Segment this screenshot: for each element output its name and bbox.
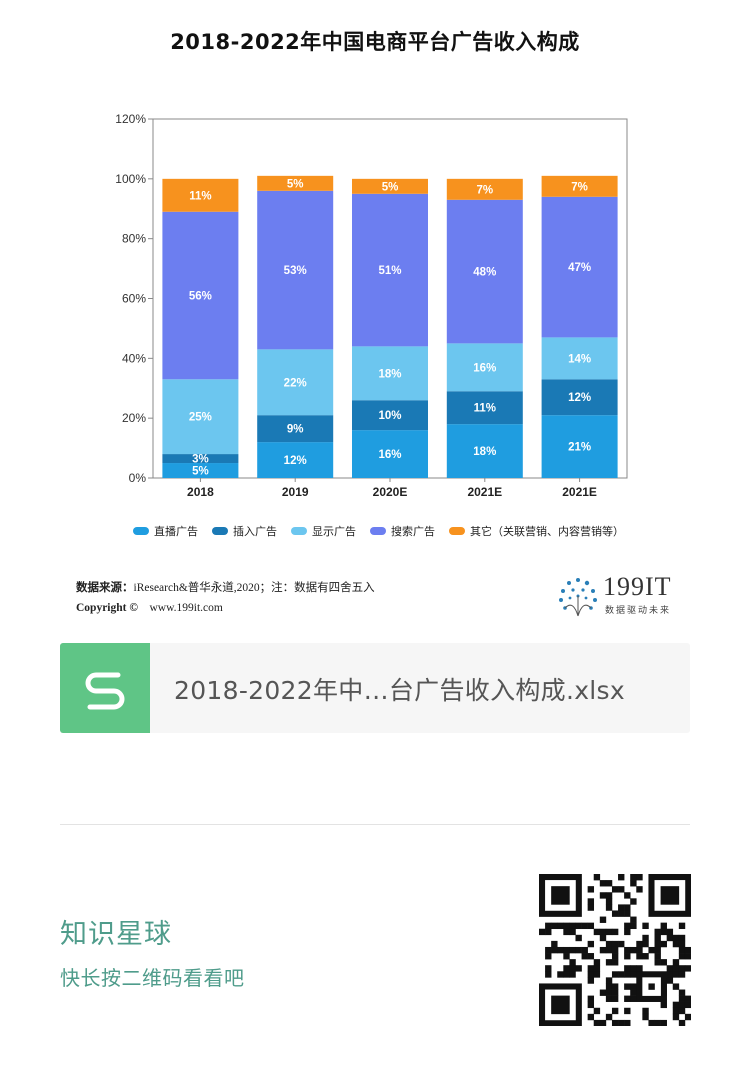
x-tick-label: 2021E [562, 485, 597, 499]
bar-segment [352, 178, 428, 194]
data-label: 5% [192, 466, 209, 478]
legend-label: 搜索广告 [391, 525, 435, 538]
data-label: 12% [568, 392, 591, 404]
source-note: 数据来源：iResearch&普华永道,2020；注：数据有四舍五入 Copyr… [76, 578, 375, 618]
bar-segment [446, 343, 523, 392]
bar-segment [257, 175, 334, 191]
file-attachment-card[interactable]: 2018-2022年中…台广告收入构成.xlsx [60, 643, 690, 733]
source-text: iResearch&普华永道,2020；注：数据有四舍五入 [133, 582, 375, 594]
bar-segment [352, 193, 428, 347]
chart-title: 2018-2022年中国电商平台广告收入构成 [170, 30, 580, 54]
brand-tagline: 数据驱动未来 [605, 606, 672, 616]
data-label: 11% [189, 190, 211, 202]
data-label: 14% [568, 353, 591, 365]
planet-title: 知识星球 [60, 919, 172, 950]
data-label: 5% [382, 181, 399, 193]
legend-item: 插入广告 [212, 523, 277, 539]
data-label: 12% [284, 455, 307, 467]
brand-dots-icon [559, 578, 597, 617]
data-label: 7% [571, 181, 588, 193]
bar-segment [162, 178, 239, 212]
spreadsheet-s-icon [60, 643, 150, 733]
bar-segment [162, 379, 239, 455]
bar-segment [541, 415, 618, 478]
data-label: 10% [378, 410, 401, 422]
qr-code-icon[interactable] [539, 874, 691, 1026]
y-tick-label: 40% [122, 351, 146, 365]
legend-item: 直播广告 [133, 523, 198, 539]
data-label: 3% [192, 454, 209, 466]
legend-item: 其它（关联营销、内容营销等） [449, 523, 624, 539]
data-label: 48% [473, 267, 496, 279]
brand-logo: 199IT 数据驱动未来 [555, 572, 685, 618]
data-label: 7% [476, 184, 493, 196]
data-label: 9% [287, 424, 304, 436]
data-label: 53% [284, 265, 307, 277]
x-tick-label: 2018 [187, 485, 214, 499]
bar-segment [352, 430, 428, 478]
bar-segment [162, 454, 239, 464]
stacked-bar-chart: 0%20%40%60%80%100%120%5%3%25%56%11%20181… [115, 112, 628, 499]
legend-swatch [370, 527, 386, 535]
bar-segment [541, 175, 618, 197]
bar-segment [257, 415, 334, 443]
x-tick-label: 2020E [373, 485, 408, 499]
bar-segment [257, 190, 334, 350]
legend-swatch [291, 527, 307, 535]
data-label: 51% [378, 265, 401, 277]
file-name: 2018-2022年中…台广告收入构成.xlsx [174, 676, 625, 705]
data-label: 25% [189, 412, 212, 424]
legend-swatch [449, 527, 465, 535]
y-tick-label: 100% [115, 172, 146, 186]
bar-segment [446, 391, 523, 425]
bar-segment [162, 463, 239, 478]
y-tick-label: 0% [129, 471, 147, 485]
divider [60, 824, 690, 825]
bar-segment [446, 199, 523, 344]
legend-item: 显示广告 [291, 523, 356, 539]
legend-item: 搜索广告 [370, 523, 435, 539]
data-label: 22% [284, 377, 307, 389]
legend-swatch [133, 527, 149, 535]
bar-segment [446, 424, 523, 478]
data-label: 18% [473, 446, 496, 458]
brand-name: 199IT [603, 572, 672, 601]
bar-segment [257, 442, 334, 478]
legend-swatch [212, 527, 228, 535]
legend-label: 插入广告 [233, 525, 277, 538]
data-label: 47% [568, 262, 591, 274]
legend-label: 直播广告 [154, 525, 198, 538]
y-tick-label: 80% [122, 232, 146, 246]
bar-segment [541, 337, 618, 380]
copyright-label: Copyright © [76, 602, 138, 614]
data-label: 5% [287, 178, 304, 190]
data-label: 11% [474, 403, 496, 415]
data-label: 21% [568, 442, 591, 454]
data-label: 16% [378, 449, 401, 461]
data-label: 18% [378, 368, 401, 380]
x-tick-label: 2021E [467, 485, 502, 499]
bar-segment [541, 196, 618, 338]
bar-segment [162, 211, 239, 380]
y-tick-label: 60% [122, 292, 146, 306]
planet-subtitle: 快长按二维码看看吧 [60, 966, 245, 990]
bar-segment [352, 400, 428, 431]
x-tick-label: 2019 [282, 485, 309, 499]
source-label: 数据来源： [76, 582, 134, 594]
data-label: 16% [473, 362, 496, 374]
bar-segment [257, 349, 334, 416]
bar-segment [446, 178, 523, 200]
data-label: 56% [189, 291, 212, 303]
bar-segment [352, 346, 428, 401]
bar-segment [541, 379, 618, 416]
chart-legend: 直播广告 插入广告 显示广告 搜索广告 其它（关联营销、内容营销等） [133, 523, 624, 539]
legend-label: 显示广告 [312, 525, 356, 538]
copyright-url: www.199it.com [149, 602, 223, 614]
y-tick-label: 20% [122, 411, 146, 425]
y-tick-label: 120% [115, 112, 146, 126]
legend-label: 其它（关联营销、内容营销等） [470, 525, 624, 538]
